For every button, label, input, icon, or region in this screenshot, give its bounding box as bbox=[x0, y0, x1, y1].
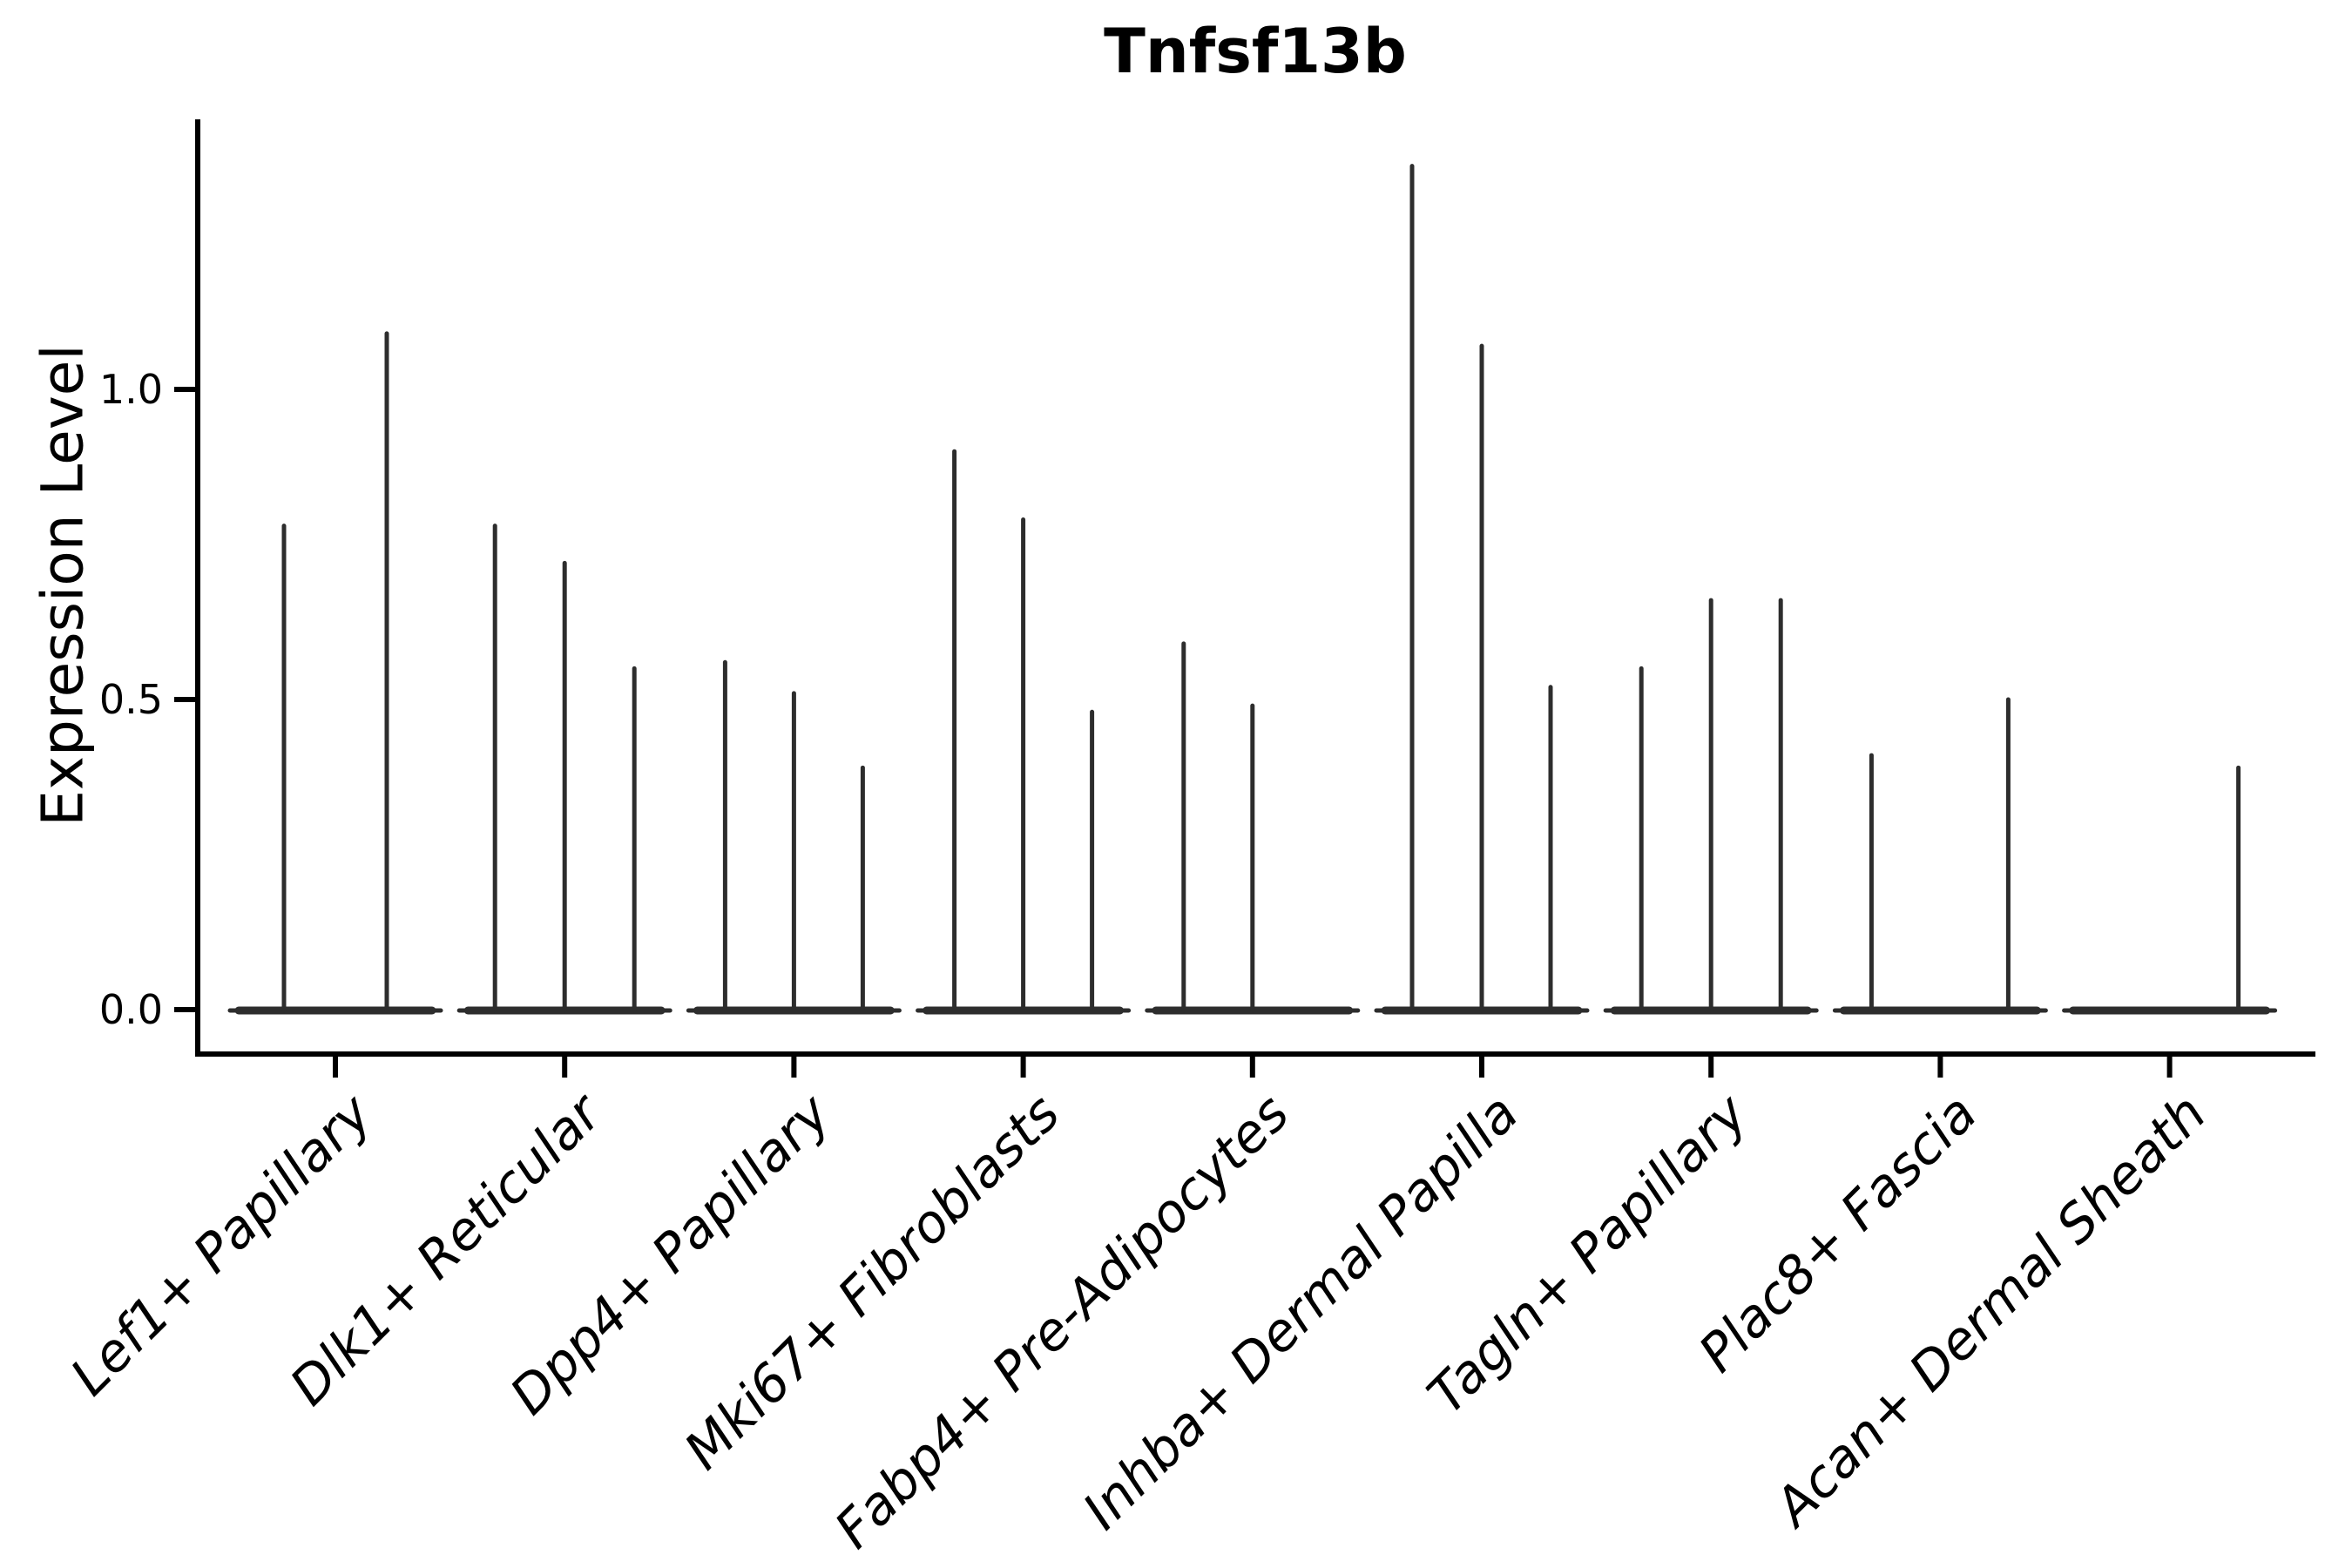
x-category-label: Inhba+ Dermal Papilla bbox=[1071, 1083, 1530, 1541]
x-category-label: Mki67+ Fibroblasts bbox=[673, 1083, 1072, 1482]
y-tick-label: 1.0 bbox=[99, 366, 163, 413]
chart-title: Tnfsf13b bbox=[1104, 16, 1407, 87]
x-category-label: Fabp4+ Pre-Adipocytes bbox=[823, 1083, 1301, 1560]
x-category-label: Acan+ Dermal Sheath bbox=[1761, 1083, 2218, 1540]
y-tick-label: 0.0 bbox=[99, 986, 163, 1033]
y-tick-label: 0.5 bbox=[99, 676, 163, 723]
